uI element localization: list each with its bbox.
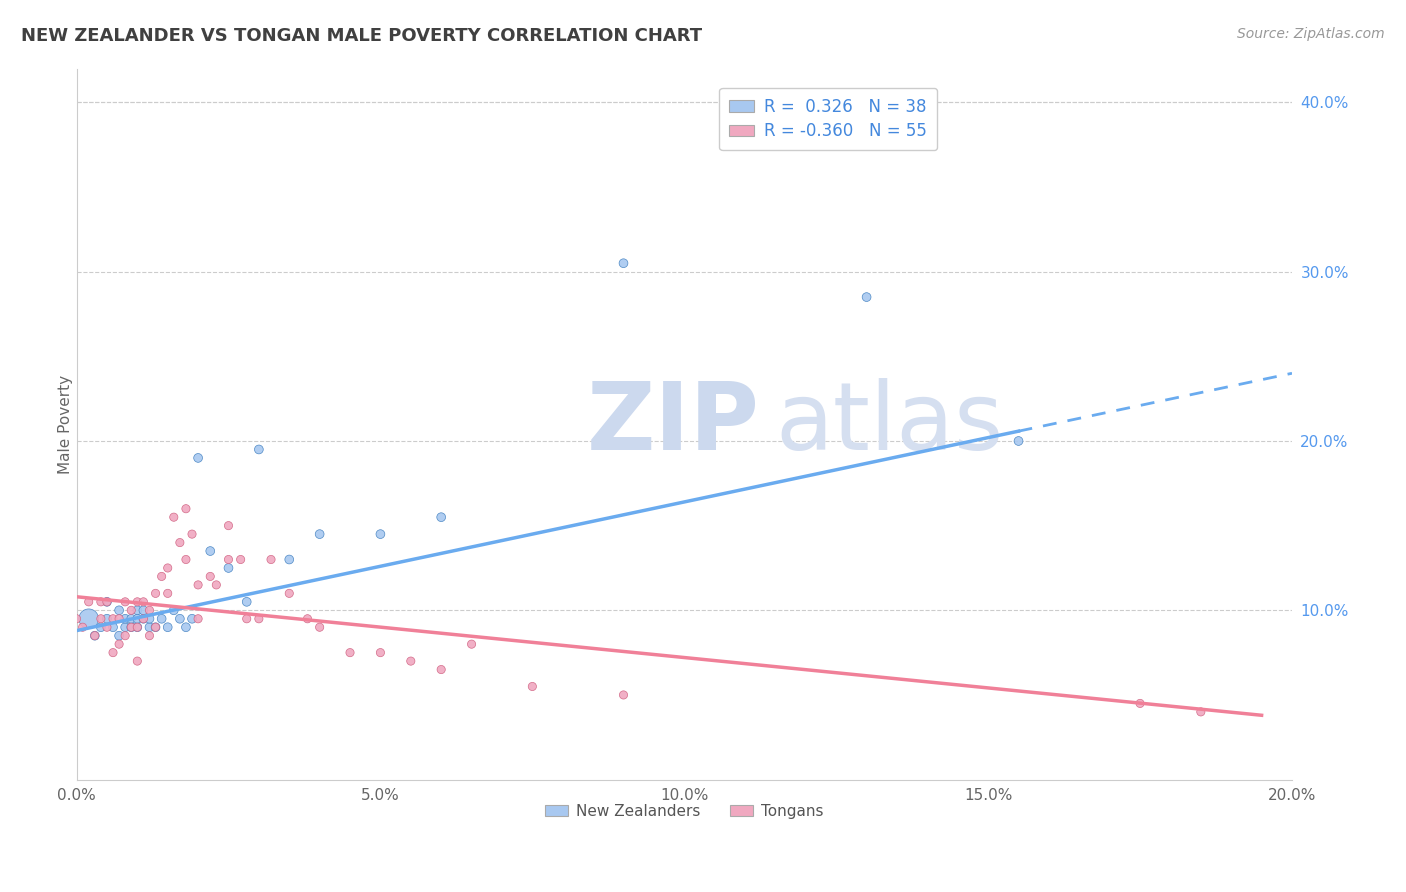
Point xyxy=(120,612,142,626)
Point xyxy=(399,654,422,668)
Point xyxy=(1129,697,1152,711)
Point xyxy=(181,612,204,626)
Point xyxy=(150,612,173,626)
Point xyxy=(120,603,142,617)
Point xyxy=(127,612,149,626)
Point xyxy=(174,620,197,634)
Point xyxy=(127,620,149,634)
Point xyxy=(114,629,136,643)
Point xyxy=(297,612,319,626)
Point xyxy=(430,663,453,677)
Point xyxy=(108,637,131,651)
Point xyxy=(370,646,392,660)
Point xyxy=(205,578,228,592)
Legend: New Zealanders, Tongans: New Zealanders, Tongans xyxy=(538,798,830,825)
Point xyxy=(132,612,155,626)
Point xyxy=(101,620,124,634)
Point xyxy=(138,629,160,643)
Point xyxy=(612,256,634,270)
Point xyxy=(114,612,136,626)
Point xyxy=(278,552,301,566)
Point xyxy=(308,620,330,634)
Point xyxy=(90,612,112,626)
Text: Source: ZipAtlas.com: Source: ZipAtlas.com xyxy=(1237,27,1385,41)
Point xyxy=(181,527,204,541)
Y-axis label: Male Poverty: Male Poverty xyxy=(58,375,73,474)
Point xyxy=(174,552,197,566)
Point xyxy=(156,620,179,634)
Point xyxy=(174,501,197,516)
Text: atlas: atlas xyxy=(776,378,1004,470)
Point xyxy=(260,552,283,566)
Point xyxy=(96,612,118,626)
Point xyxy=(235,595,257,609)
Point xyxy=(83,629,105,643)
Point xyxy=(218,561,240,575)
Point xyxy=(145,586,167,600)
Point xyxy=(108,603,131,617)
Point xyxy=(1189,705,1212,719)
Point xyxy=(200,544,222,558)
Point xyxy=(96,620,118,634)
Point xyxy=(169,535,191,549)
Point xyxy=(370,527,392,541)
Point xyxy=(96,595,118,609)
Point xyxy=(156,561,179,575)
Point xyxy=(114,620,136,634)
Point xyxy=(101,646,124,660)
Point xyxy=(187,612,209,626)
Point xyxy=(1007,434,1029,448)
Point xyxy=(235,612,257,626)
Point xyxy=(120,620,142,634)
Point xyxy=(218,518,240,533)
Point xyxy=(145,620,167,634)
Point xyxy=(278,586,301,600)
Point xyxy=(308,527,330,541)
Point xyxy=(156,586,179,600)
Point xyxy=(138,603,160,617)
Point xyxy=(247,612,270,626)
Point xyxy=(150,569,173,583)
Text: ZIP: ZIP xyxy=(588,378,759,470)
Point xyxy=(187,578,209,592)
Point xyxy=(612,688,634,702)
Point xyxy=(132,595,155,609)
Point xyxy=(229,552,252,566)
Point xyxy=(114,595,136,609)
Point xyxy=(145,620,167,634)
Point xyxy=(90,620,112,634)
Point xyxy=(339,646,361,660)
Point xyxy=(101,612,124,626)
Point xyxy=(127,620,149,634)
Point xyxy=(120,620,142,634)
Point xyxy=(132,612,155,626)
Point xyxy=(200,569,222,583)
Point xyxy=(218,552,240,566)
Point xyxy=(108,612,131,626)
Point xyxy=(77,612,100,626)
Point xyxy=(187,450,209,465)
Text: NEW ZEALANDER VS TONGAN MALE POVERTY CORRELATION CHART: NEW ZEALANDER VS TONGAN MALE POVERTY COR… xyxy=(21,27,702,45)
Point xyxy=(522,680,544,694)
Point xyxy=(127,603,149,617)
Point xyxy=(138,620,160,634)
Point xyxy=(163,510,186,524)
Point xyxy=(72,620,94,634)
Point xyxy=(460,637,482,651)
Point xyxy=(247,442,270,457)
Point xyxy=(90,595,112,609)
Point xyxy=(96,595,118,609)
Point xyxy=(132,603,155,617)
Point xyxy=(127,595,149,609)
Point xyxy=(77,595,100,609)
Point xyxy=(138,612,160,626)
Point xyxy=(163,603,186,617)
Point xyxy=(127,654,149,668)
Point xyxy=(430,510,453,524)
Point xyxy=(855,290,877,304)
Point xyxy=(65,612,87,626)
Point xyxy=(169,612,191,626)
Point xyxy=(83,629,105,643)
Point xyxy=(108,629,131,643)
